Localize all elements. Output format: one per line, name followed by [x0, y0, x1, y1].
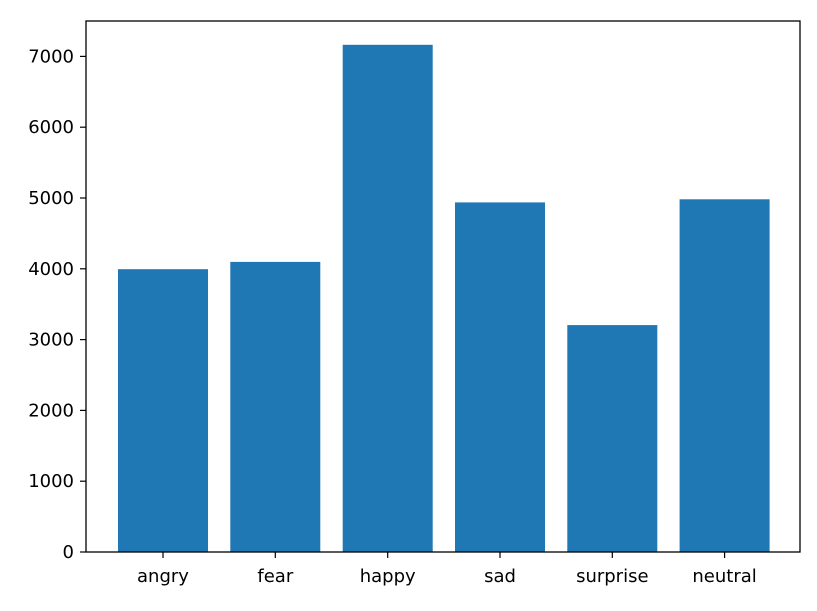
x-tick-label: neutral [692, 566, 756, 587]
bar-happy [342, 44, 433, 553]
y-tick-label: 5000 [28, 188, 74, 209]
bar-surprise [567, 325, 658, 552]
bar-angry [118, 269, 208, 552]
y-tick-label: 0 [63, 542, 74, 563]
y-axis: 0 1000 2000 3000 4000 5000 6000 7000 [28, 46, 86, 563]
plot-area-frame [85, 20, 801, 553]
x-tick-label: angry [137, 566, 189, 587]
bars-layer [118, 44, 770, 553]
y-tick-label: 2000 [28, 400, 74, 421]
y-tick-label: 4000 [28, 259, 74, 280]
x-tick-label: happy [360, 566, 416, 587]
bar-fear [230, 261, 321, 552]
y-tick-label: 1000 [28, 471, 74, 492]
x-tick-label: fear [257, 566, 293, 587]
y-tick-label: 3000 [28, 330, 74, 351]
x-tick-label: sad [484, 566, 516, 587]
bar-neutral [679, 199, 770, 553]
x-tick-label: surprise [576, 566, 648, 587]
y-tick-label: 7000 [28, 46, 74, 67]
x-axis: angry fear happy sad surprise neutral [137, 552, 757, 587]
y-tick-label: 6000 [28, 117, 74, 138]
bar-sad [455, 202, 545, 552]
